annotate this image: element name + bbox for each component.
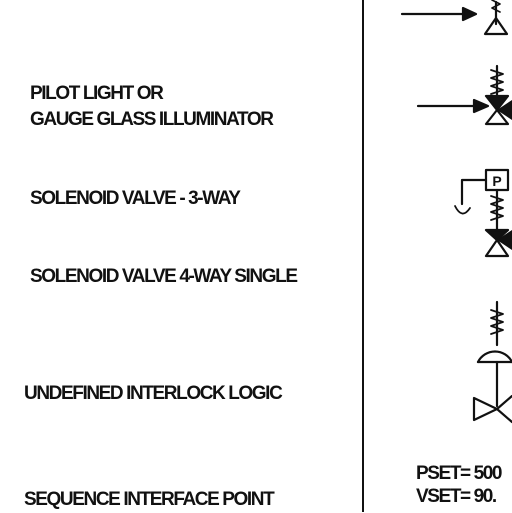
label-solenoid-3way: SOLENOID VALVE - 3-WAY — [30, 188, 241, 209]
label-sequence-interface-point: SEQUENCE INTERFACE POINT — [24, 489, 275, 510]
diaphragm-valve-symbol — [472, 394, 512, 424]
label-pilot-light-line1: PILOT LIGHT OR — [30, 83, 164, 104]
label-pilot-light-line2: GAUGE GLASS ILLUMINATOR — [30, 109, 274, 130]
pilot-valve-symbol — [416, 64, 512, 126]
column-divider — [362, 0, 364, 512]
vset-text: VSET= 90. — [416, 486, 497, 507]
solenoid-letter: P — [492, 173, 501, 189]
label-undefined-interlock-logic: UNDEFINED INTERLOCK LOGIC — [24, 383, 283, 404]
label-solenoid-4way-single: SOLENOID VALVE 4-WAY SINGLE — [30, 266, 298, 287]
solenoid-valve-4way-symbol — [476, 300, 512, 408]
setpoint-readout: PSET= 500 VSET= 90. — [416, 462, 503, 508]
top-partial-valve-symbol — [400, 0, 509, 36]
pset-text: PSET= 500 — [416, 463, 503, 484]
solenoid-valve-3way-symbol: P — [454, 168, 512, 258]
